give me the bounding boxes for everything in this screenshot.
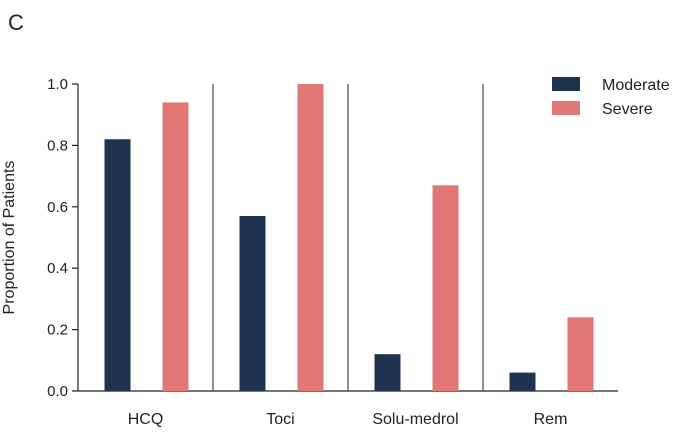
bar-moderate-solu-medrol [374,354,401,391]
y-tick-label: 0.4 [47,260,68,277]
legend: Moderate Severe [552,77,670,118]
x-category-label: Rem [534,411,568,428]
bar-severe-hcq [162,102,189,392]
y-tick-label: 0.8 [47,137,68,154]
x-category-label: Solu-medrol [372,411,458,428]
legend-label-severe: Severe [602,101,653,118]
y-axis-title: Proportion of Patients [1,161,18,315]
bar-moderate-rem [509,372,536,391]
legend-label-moderate: Moderate [602,77,670,94]
bar-severe-toci [297,84,324,391]
panel-letter: C [8,10,24,35]
x-category-label: Toci [266,411,294,428]
bar-moderate-hcq [104,139,131,391]
y-tick-label: 1.0 [47,76,68,93]
x-category-label: HCQ [128,411,164,428]
bars [104,84,594,392]
legend-swatch-moderate [552,77,580,91]
bar-moderate-toci [239,216,266,391]
y-tick-label: 0.6 [47,199,68,216]
axes: 0.0 0.2 0.4 0.6 0.8 1.0 HCQ Toci Solu-medrol Rem [47,76,618,428]
y-tick-label: 0.0 [47,383,68,400]
bar-severe-solu-medrol [432,185,459,391]
legend-swatch-severe [552,101,580,115]
y-tick-label: 0.2 [47,322,68,339]
bar-severe-rem [567,317,594,391]
